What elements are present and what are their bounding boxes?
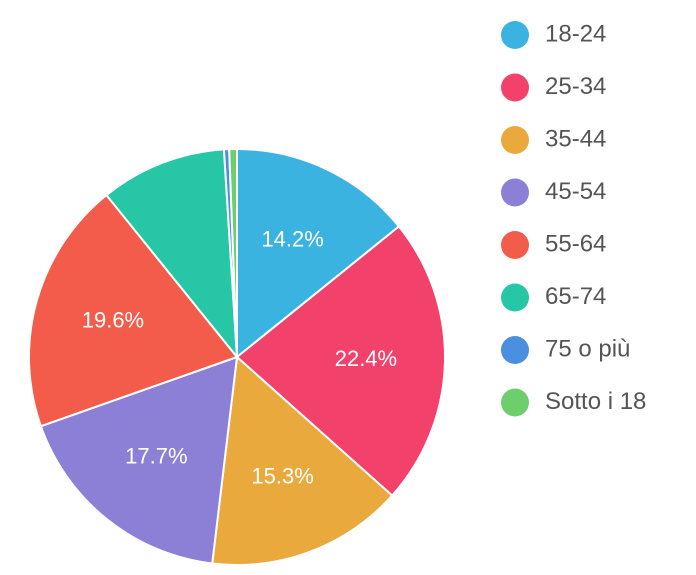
legend-label: 18-24 (545, 20, 606, 47)
pie-slice (211, 354, 394, 566)
pie-slice (235, 225, 446, 497)
legend-label: 55-64 (545, 230, 606, 257)
legend-marker (501, 283, 529, 312)
slice-label: 22.4% (335, 346, 397, 371)
legend-label: 35-44 (545, 125, 606, 152)
slice-label: 15.3% (251, 463, 313, 488)
legend-marker (501, 388, 529, 417)
legend-marker (501, 73, 529, 102)
slice-label: 14.2% (261, 226, 323, 251)
pie-slice (39, 355, 239, 565)
legend-marker (501, 231, 529, 259)
legend-marker (501, 336, 529, 364)
slice-label: 19.6% (82, 308, 144, 333)
legend-label: 45-54 (545, 178, 606, 205)
pie-slice (228, 147, 238, 358)
pie-slice (105, 148, 239, 361)
slice-label: 17.7% (125, 443, 187, 468)
pie-slice (236, 147, 401, 360)
legend-marker (501, 126, 529, 154)
legend-marker (501, 178, 529, 207)
legend-label: 75 o più (545, 335, 630, 362)
legend-marker (501, 21, 529, 49)
pie-slice (28, 193, 239, 428)
legend-label: Sotto i 18 (545, 388, 646, 415)
legend-label: 65-74 (545, 283, 606, 310)
legend-label: 25-34 (545, 73, 606, 100)
